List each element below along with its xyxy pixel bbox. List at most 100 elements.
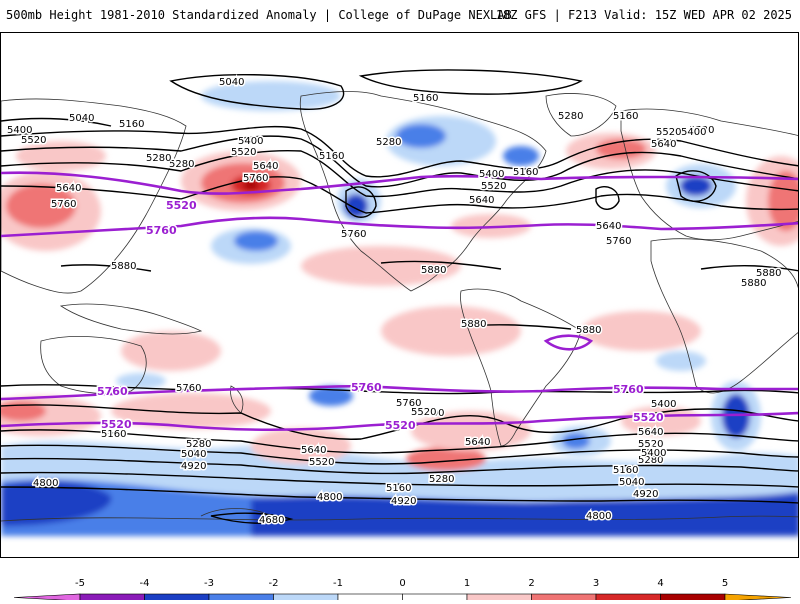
anomaly-pos2-east-europe (768, 171, 798, 231)
label-5640-e: 5640 (301, 445, 326, 456)
colorbar-segment (337, 593, 403, 602)
australia-outline (40, 336, 147, 394)
label-5640-g: 5640 (638, 427, 663, 438)
label-5400-d: 5400 (419, 408, 444, 419)
colorbar-segment (466, 593, 532, 602)
label-5640-f: 5640 (651, 139, 676, 150)
label-5880-e: 5880 (756, 268, 781, 279)
contour-5040-arctic (169, 73, 345, 110)
label-5520-f: 5520 (411, 407, 436, 418)
contour-north-2 (1, 135, 798, 188)
contour-5520-north (1, 171, 798, 195)
contour-4800-south (1, 486, 798, 504)
label-5640: 5640 (56, 183, 81, 194)
label-5760: 5760 (51, 199, 76, 210)
anomaly-pos-south-indian (621, 406, 701, 436)
height-contours (1, 69, 798, 524)
colorbar-tick-label: 4 (657, 578, 663, 589)
contour-5760-south (1, 384, 798, 395)
label-5160-b: 5160 (119, 119, 144, 130)
colorbar-extend-high (724, 593, 792, 602)
north-america-outline (299, 91, 547, 292)
anomaly-neg2-hudson (503, 146, 539, 166)
label-5160: 5160 (413, 93, 438, 104)
model-run-info: 18Z GFS | F213 Valid: 15Z WED APR 02 202… (495, 8, 792, 22)
label-5880-d: 5880 (576, 325, 601, 336)
label-5280-g: 5280 (146, 153, 171, 164)
label-5760-d: 5760 (606, 236, 631, 247)
label-4800-c: 4800 (317, 492, 342, 503)
label-5760-purple-south-2: 5760 (351, 381, 382, 394)
label-5280: 5280 (169, 159, 194, 170)
label-5160-e: 5160 (101, 429, 126, 440)
colorbar-tick-label: -4 (140, 578, 150, 589)
contour-4920-south (1, 471, 798, 488)
contour-5760-amazon (543, 334, 594, 351)
colorbar-tick-label: 0 (399, 578, 405, 589)
label-5640-b: 5640 (253, 161, 278, 172)
label-5400-f: 5400 (681, 127, 706, 138)
indonesia-outline (59, 303, 203, 335)
colorbar-segment (144, 593, 210, 602)
label-5880-b: 5880 (421, 265, 446, 276)
anomaly-neg2-canada (396, 124, 446, 148)
colorbar-segment (531, 593, 597, 602)
land-outlines (1, 91, 798, 522)
south-america-outline (460, 288, 582, 447)
colorbar-legend: -5 -4 -3 -2 -1 0 1 2 3 4 5 (0, 566, 800, 602)
contour-north-3 (1, 149, 798, 198)
label-5520-purple-north: 5520 (166, 199, 197, 212)
label-5160-g: 5160 (613, 465, 638, 476)
label-5520-h: 5520 (656, 127, 681, 138)
map-header: 500mb Height 1981-2010 Standardized Anom… (0, 0, 800, 32)
label-5520: 5520 (21, 135, 46, 146)
label-5520-c: 5520 (481, 181, 506, 192)
contour-5520-south (1, 411, 798, 432)
anomaly-pos-south-pac-2 (251, 428, 351, 464)
label-5040: 5040 (219, 77, 244, 88)
label-5400-b: 5400 (238, 136, 263, 147)
anomaly-pos2-south-pac (406, 447, 486, 471)
label-5520-g: 5520 (638, 439, 663, 450)
colorbar-tick-label: -5 (75, 578, 85, 589)
colorbar-tick-label: 2 (528, 578, 534, 589)
label-5640-h: 5640 (465, 437, 490, 448)
anomaly-neg-alaska (201, 81, 341, 111)
label-5280-f: 5280 (638, 455, 663, 466)
colorbar-tick-label: 5 (722, 578, 728, 589)
map-title: 500mb Height 1981-2010 Standardized Anom… (6, 8, 512, 22)
label-5280-c: 5280 (558, 111, 583, 122)
colorbar-ticks: -5 -4 -3 -2 -1 0 1 2 3 4 5 (75, 578, 728, 589)
colorbar-segment (595, 593, 661, 602)
label-5040-b: 5040 (69, 113, 94, 124)
label-5280-b: 5280 (376, 137, 401, 148)
colorbar-segment (208, 593, 274, 602)
anomaly-pos-tropics-east (581, 311, 701, 351)
colorbar-segment (273, 593, 339, 602)
label-5400-g: 5400 (641, 448, 666, 459)
anomaly-neg2-south-atl (562, 433, 590, 449)
colorbar-segment (660, 593, 726, 602)
greenland-outline (545, 93, 617, 137)
label-5520-e: 5520 (309, 457, 334, 468)
label-5520-b: 5520 (231, 147, 256, 158)
label-5760-c: 5760 (341, 229, 366, 240)
label-4920-b: 4920 (633, 489, 658, 500)
label-5880-f: 5880 (741, 278, 766, 289)
contour-4680-antarctic (210, 512, 294, 524)
anomaly-pos-tropics-west (121, 331, 221, 371)
label-5880-c: 5880 (461, 319, 486, 330)
contour-5040-west (1, 117, 112, 127)
label-5640-d: 5640 (596, 221, 621, 232)
label-4800-b: 4800 (586, 511, 611, 522)
label-5880: 5880 (111, 261, 136, 272)
label-4920: 4920 (181, 461, 206, 472)
label-5760-purple-south-1: 5760 (97, 385, 128, 398)
label-5400-c: 5400 (479, 169, 504, 180)
label-5160-d: 5160 (513, 167, 538, 178)
label-4680: 4680 (259, 515, 284, 526)
asia-outline (1, 98, 187, 294)
contour-south-3 (1, 457, 798, 475)
anomaly-shading (1, 81, 798, 536)
label-5760-purple-north: 5760 (146, 224, 177, 237)
